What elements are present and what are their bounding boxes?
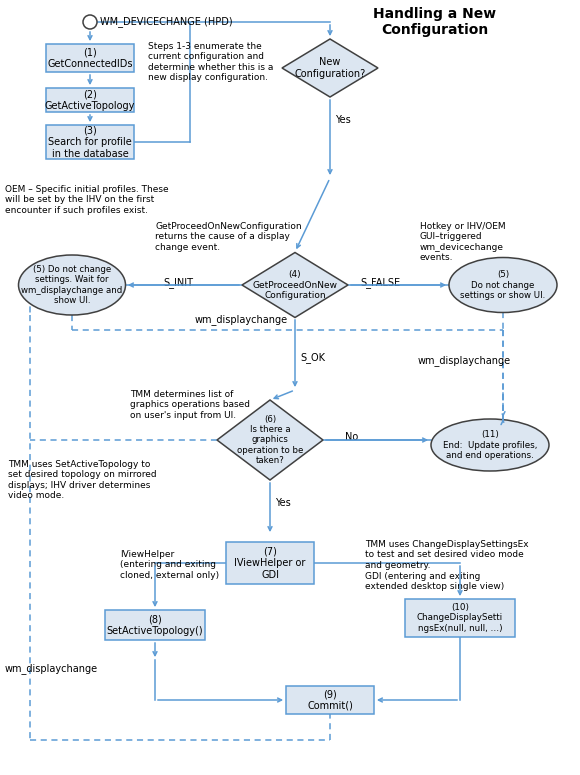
- Text: S_FALSE: S_FALSE: [360, 277, 400, 288]
- Text: Handling a New
Configuration: Handling a New Configuration: [374, 7, 496, 37]
- Text: (5) Do not change
settings. Wait for
wm_displaychange and
show UI.: (5) Do not change settings. Wait for wm_…: [21, 265, 122, 305]
- Polygon shape: [242, 253, 348, 318]
- Text: New
Configuration?: New Configuration?: [295, 57, 365, 79]
- Text: IViewHelper
(entering and exiting
cloned, external only): IViewHelper (entering and exiting cloned…: [120, 550, 219, 580]
- FancyBboxPatch shape: [46, 88, 134, 112]
- Text: (10)
ChangeDisplaySetti
ngsEx(null, null, …): (10) ChangeDisplaySetti ngsEx(null, null…: [417, 603, 503, 633]
- Text: Hotkey or IHV/OEM
GUI–triggered
wm_devicechange
events.: Hotkey or IHV/OEM GUI–triggered wm_devic…: [420, 222, 506, 262]
- Text: No: No: [345, 432, 358, 442]
- Circle shape: [83, 15, 97, 29]
- FancyBboxPatch shape: [46, 44, 134, 72]
- Text: (3)
Search for profile
in the database: (3) Search for profile in the database: [48, 126, 132, 159]
- Text: S_OK: S_OK: [300, 352, 325, 363]
- Text: TMM uses ChangeDisplaySettingsEx
to test and set desired video mode
and geometry: TMM uses ChangeDisplaySettingsEx to test…: [365, 540, 528, 570]
- Ellipse shape: [19, 255, 125, 315]
- Text: S_INIT: S_INIT: [163, 277, 193, 288]
- Text: TMM determines list of
graphics operations based
on user's input from UI.: TMM determines list of graphics operatio…: [130, 390, 250, 420]
- Text: (5)
Do not change
settings or show UI.: (5) Do not change settings or show UI.: [461, 270, 546, 300]
- FancyBboxPatch shape: [46, 125, 134, 159]
- Text: (6)
Is there a
graphics
operation to be
taken?: (6) Is there a graphics operation to be …: [237, 415, 303, 465]
- Text: (4)
GetProceedOnNew
Configuration: (4) GetProceedOnNew Configuration: [252, 270, 338, 300]
- Text: (8)
SetActiveTopology(): (8) SetActiveTopology(): [107, 615, 204, 636]
- Text: WM_DEVICECHANGE (HPD): WM_DEVICECHANGE (HPD): [100, 16, 233, 27]
- Text: wm_displaychange: wm_displaychange: [195, 314, 288, 325]
- Text: OEM – Specific initial profiles. These
will be set by the IHV on the first
encou: OEM – Specific initial profiles. These w…: [5, 185, 169, 215]
- FancyBboxPatch shape: [226, 542, 314, 584]
- Ellipse shape: [449, 257, 557, 312]
- Polygon shape: [282, 39, 378, 97]
- FancyBboxPatch shape: [405, 599, 515, 637]
- Text: Steps 1-3 enumerate the
current configuration and
determine whether this is a
ne: Steps 1-3 enumerate the current configur…: [148, 42, 273, 82]
- Text: Yes: Yes: [335, 115, 351, 125]
- Text: Yes: Yes: [275, 498, 291, 508]
- Text: (2)
GetActiveTopology: (2) GetActiveTopology: [45, 89, 135, 111]
- Text: (7)
IViewHelper or
GDI: (7) IViewHelper or GDI: [234, 546, 306, 580]
- Text: GetProceedOnNewConfiguration
returns the cause of a display
change event.: GetProceedOnNewConfiguration returns the…: [155, 222, 302, 252]
- Text: (1)
GetConnectedIDs: (1) GetConnectedIDs: [47, 47, 133, 69]
- Polygon shape: [217, 400, 323, 480]
- Text: GDI (entering and exiting
extended desktop single view): GDI (entering and exiting extended deskt…: [365, 572, 504, 591]
- Text: TMM uses SetActiveTopology to
set desired topology on mirrored
displays; IHV dri: TMM uses SetActiveTopology to set desire…: [8, 460, 157, 500]
- Text: (11)
End:  Update profiles,
and end operations.: (11) End: Update profiles, and end opera…: [443, 430, 537, 460]
- FancyBboxPatch shape: [286, 686, 374, 714]
- Ellipse shape: [431, 419, 549, 471]
- FancyBboxPatch shape: [105, 610, 205, 640]
- Text: (9)
Commit(): (9) Commit(): [307, 689, 353, 711]
- Text: wm_displaychange: wm_displaychange: [5, 663, 98, 674]
- Text: wm_displaychange: wm_displaychange: [418, 355, 511, 366]
